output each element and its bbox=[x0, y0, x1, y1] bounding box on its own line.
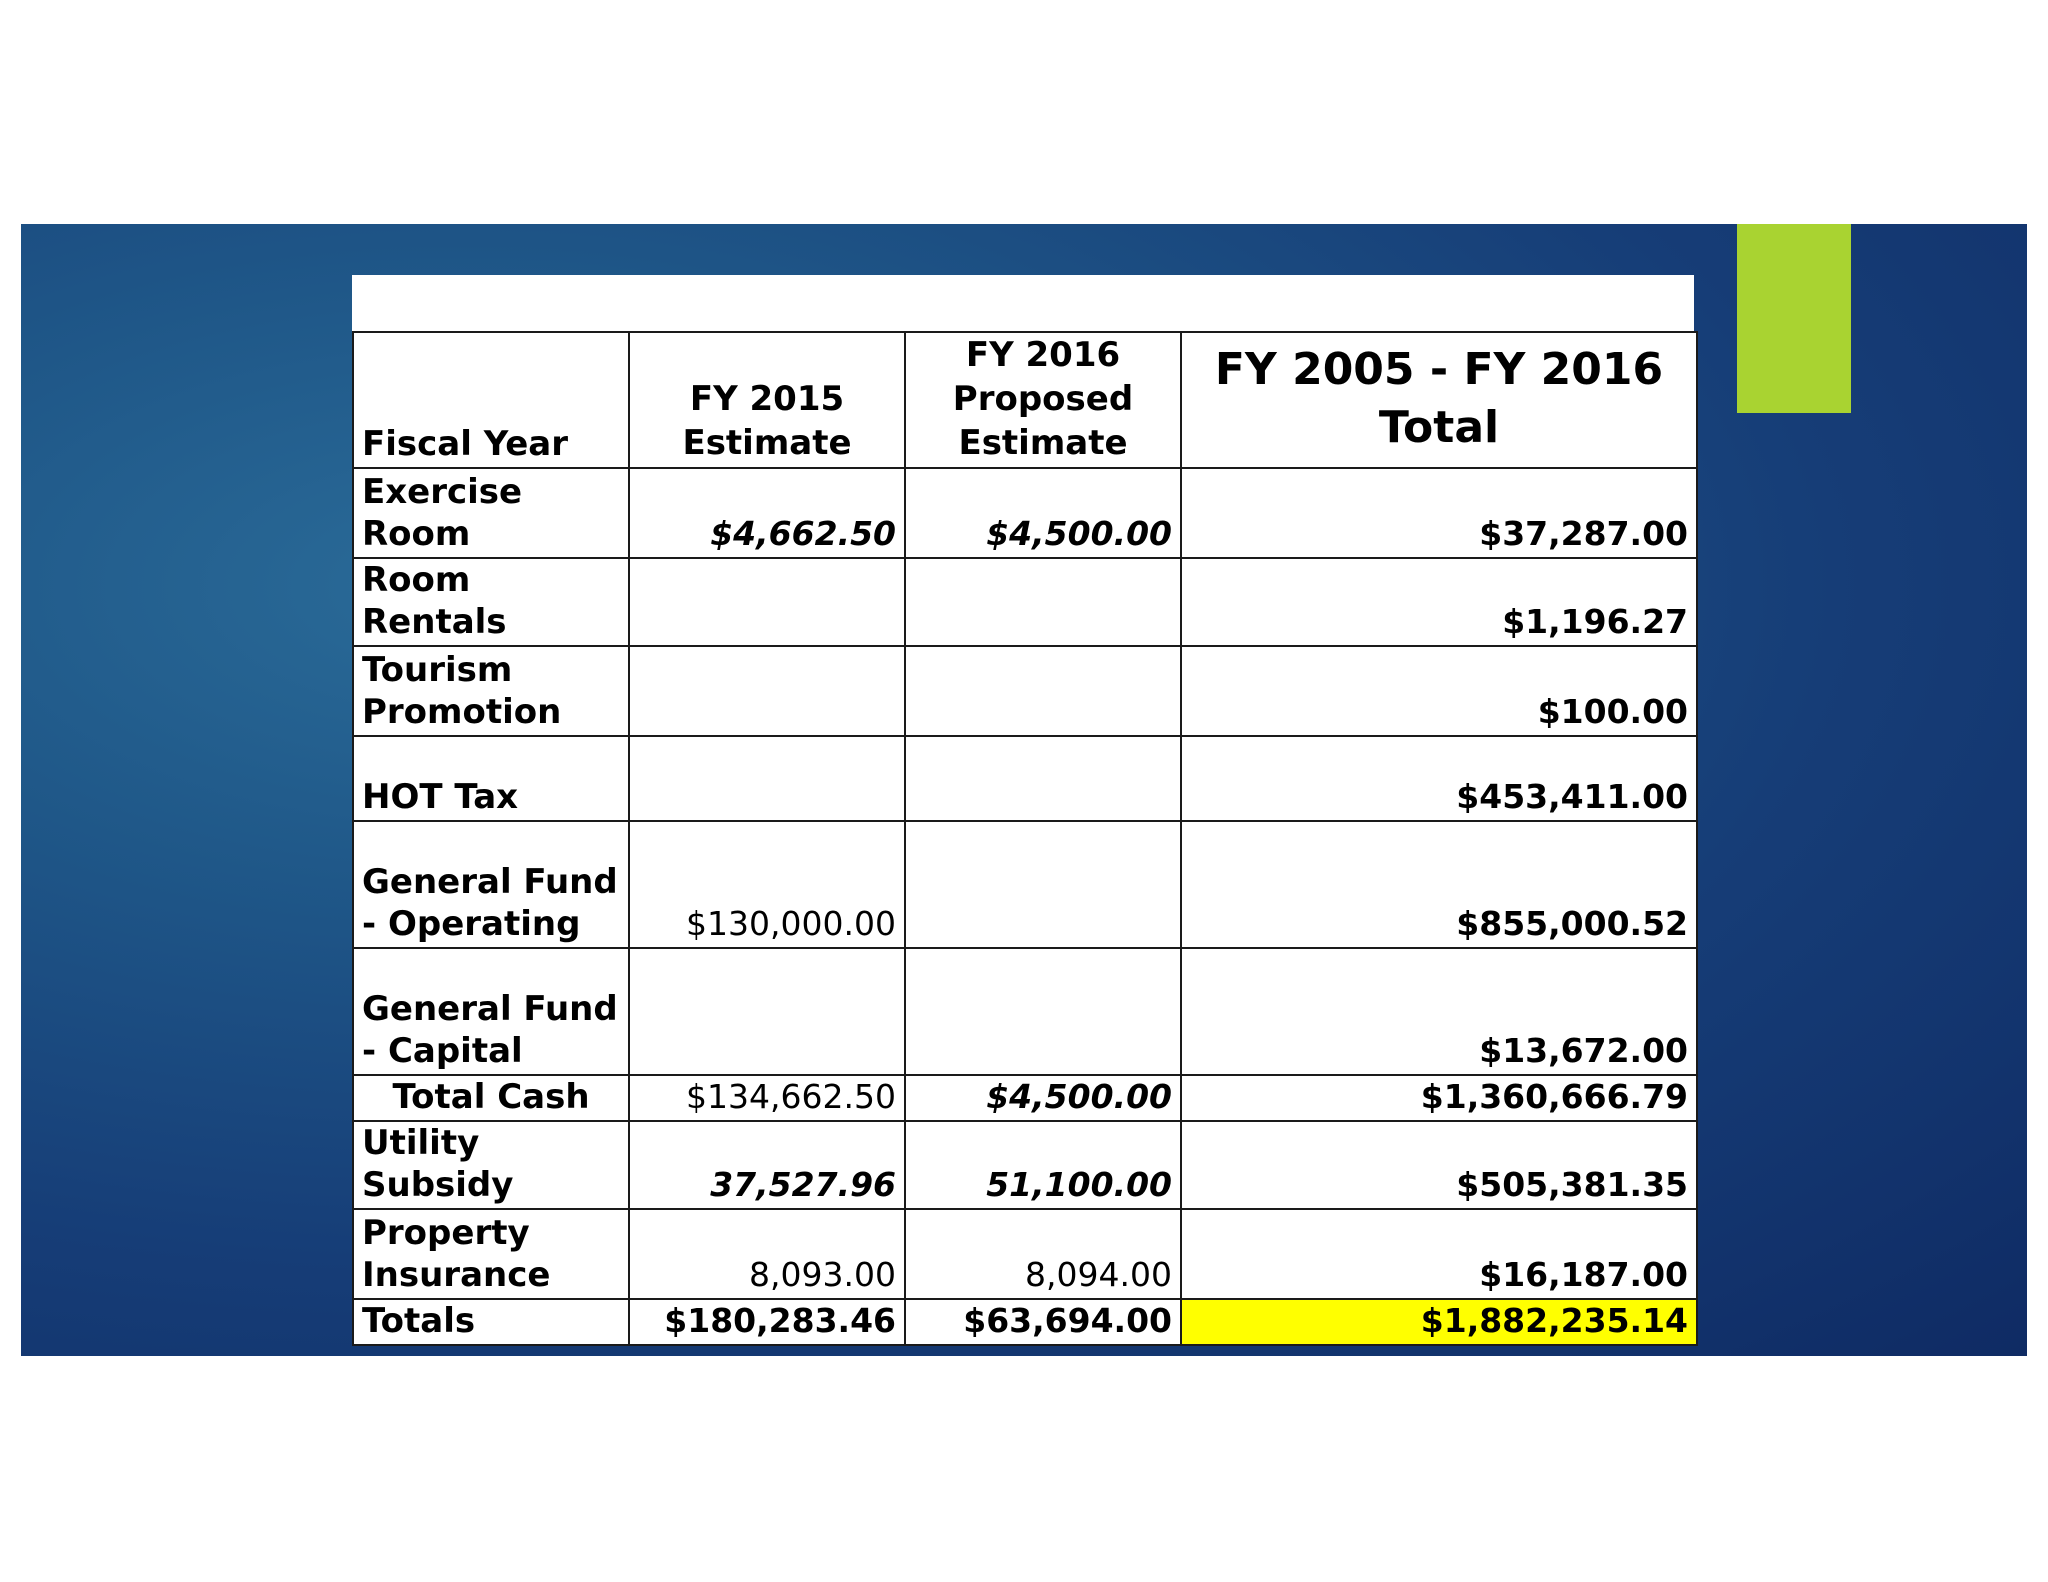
row-label: Total Cash bbox=[352, 1074, 630, 1122]
header-fiscal-year: Fiscal Year bbox=[352, 331, 630, 469]
header-fy2016: FY 2016 Proposed Estimate bbox=[904, 331, 1182, 469]
cell-fy2016: 51,100.00 bbox=[904, 1120, 1182, 1210]
row-label: Exercise Room bbox=[352, 467, 630, 559]
table-row: General Fund - Capital $13,672.00 bbox=[352, 947, 1698, 1076]
cell-fy2016: $4,500.00 bbox=[904, 467, 1182, 559]
row-label: Room Rentals bbox=[352, 557, 630, 647]
cell-fy2015 bbox=[628, 645, 906, 737]
budget-table: Fiscal Year FY 2015 Estimate FY 2016 Pro… bbox=[352, 331, 1698, 1346]
table-row: General Fund - Operating $130,000.00 $85… bbox=[352, 820, 1698, 949]
cell-grand-total: $1,882,235.14 bbox=[1180, 1298, 1698, 1346]
cell-fy2015: $180,283.46 bbox=[628, 1298, 906, 1346]
table-header-row: Fiscal Year FY 2015 Estimate FY 2016 Pro… bbox=[352, 331, 1698, 469]
cell-fy2015 bbox=[628, 947, 906, 1076]
cell-fy2015: 8,093.00 bbox=[628, 1208, 906, 1300]
table-row-totals: Totals $180,283.46 $63,694.00 $1,882,235… bbox=[352, 1298, 1698, 1346]
cell-fy2016 bbox=[904, 645, 1182, 737]
cell-total: $37,287.00 bbox=[1180, 467, 1698, 559]
cell-fy2016: 8,094.00 bbox=[904, 1208, 1182, 1300]
cell-fy2016 bbox=[904, 557, 1182, 647]
accent-bar bbox=[1737, 224, 1851, 413]
cell-total: $16,187.00 bbox=[1180, 1208, 1698, 1300]
cell-total: $855,000.52 bbox=[1180, 820, 1698, 949]
table-row: Utility Subsidy 37,527.96 51,100.00 $505… bbox=[352, 1120, 1698, 1210]
cell-total: $505,381.35 bbox=[1180, 1120, 1698, 1210]
cell-fy2016: $63,694.00 bbox=[904, 1298, 1182, 1346]
cell-fy2016 bbox=[904, 820, 1182, 949]
cell-fy2016: $4,500.00 bbox=[904, 1074, 1182, 1122]
cell-fy2015: $134,662.50 bbox=[628, 1074, 906, 1122]
cell-total: $100.00 bbox=[1180, 645, 1698, 737]
row-label: Utility Subsidy bbox=[352, 1120, 630, 1210]
cell-fy2016 bbox=[904, 947, 1182, 1076]
cell-total: $453,411.00 bbox=[1180, 735, 1698, 822]
cell-total: $1,360,666.79 bbox=[1180, 1074, 1698, 1122]
cell-fy2015 bbox=[628, 735, 906, 822]
table-row: HOT Tax $453,411.00 bbox=[352, 735, 1698, 822]
row-label: General Fund - Capital bbox=[352, 947, 630, 1076]
row-label: Tourism Promotion bbox=[352, 645, 630, 737]
table-title-bar bbox=[352, 275, 1694, 331]
header-fy2015: FY 2015 Estimate bbox=[628, 331, 906, 469]
table-row: Tourism Promotion $100.00 bbox=[352, 645, 1698, 737]
row-label: Totals bbox=[352, 1298, 630, 1346]
table-row: Property Insurance 8,093.00 8,094.00 $16… bbox=[352, 1208, 1698, 1300]
budget-table-container: Fiscal Year FY 2015 Estimate FY 2016 Pro… bbox=[352, 275, 1714, 1346]
cell-total: $1,196.27 bbox=[1180, 557, 1698, 647]
row-label: HOT Tax bbox=[352, 735, 630, 822]
table-row: Room Rentals $1,196.27 bbox=[352, 557, 1698, 647]
row-label: Property Insurance bbox=[352, 1208, 630, 1300]
slide-background: Fiscal Year FY 2015 Estimate FY 2016 Pro… bbox=[21, 224, 2027, 1356]
row-label: General Fund - Operating bbox=[352, 820, 630, 949]
table-row: Exercise Room $4,662.50 $4,500.00 $37,28… bbox=[352, 467, 1698, 559]
cell-total: $13,672.00 bbox=[1180, 947, 1698, 1076]
table-row-total-cash: Total Cash $134,662.50 $4,500.00 $1,360,… bbox=[352, 1074, 1698, 1122]
header-total: FY 2005 - FY 2016 Total bbox=[1180, 331, 1698, 469]
cell-fy2015: $130,000.00 bbox=[628, 820, 906, 949]
cell-fy2015: 37,527.96 bbox=[628, 1120, 906, 1210]
cell-fy2015: $4,662.50 bbox=[628, 467, 906, 559]
cell-fy2015 bbox=[628, 557, 906, 647]
cell-fy2016 bbox=[904, 735, 1182, 822]
